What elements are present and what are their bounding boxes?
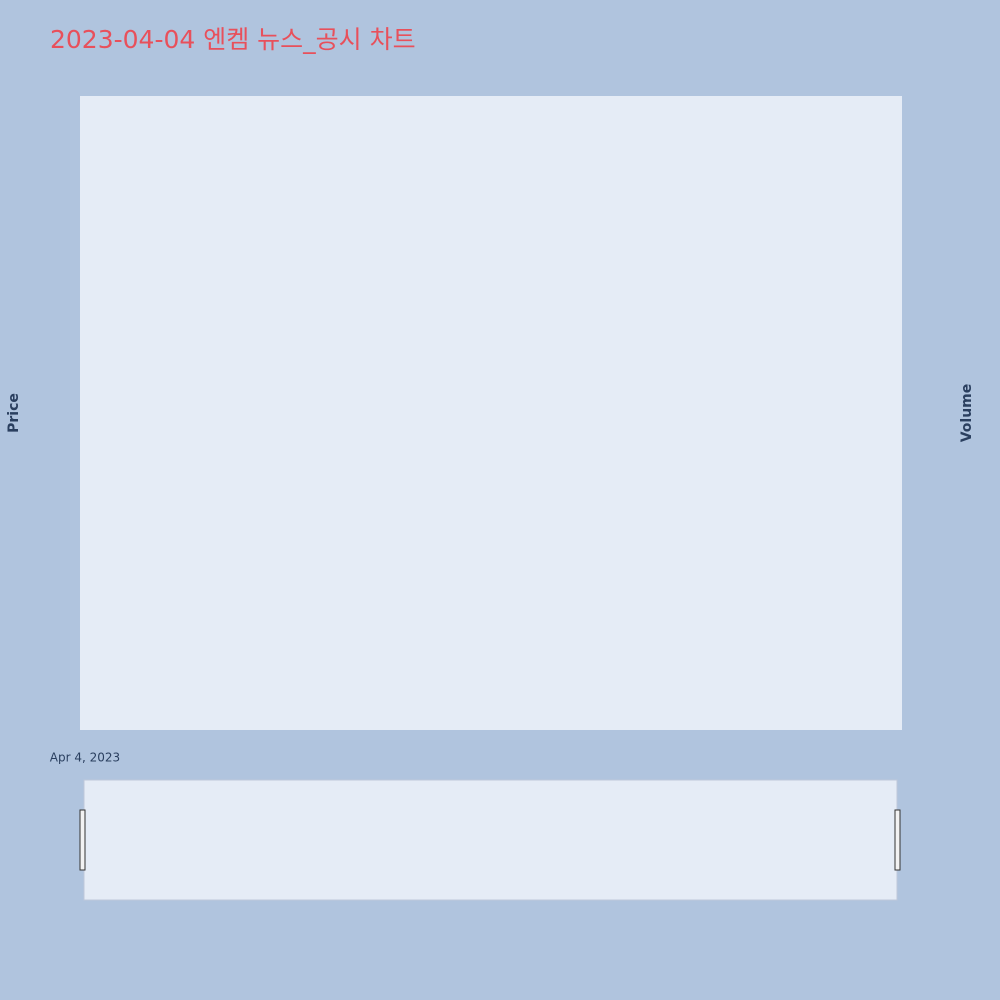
y2-axis-title: Volume	[959, 384, 975, 443]
range-slider[interactable]	[83, 779, 898, 901]
chart-title: 2023-04-04 엔켐 뉴스_공시 차트	[50, 25, 416, 54]
plot-area	[80, 96, 902, 730]
slider-handle-left[interactable]	[79, 809, 86, 871]
x-date-label: Apr 4, 2023	[50, 751, 120, 765]
slider-handle-right[interactable]	[894, 809, 901, 871]
y-axis-title: Price	[6, 393, 22, 433]
